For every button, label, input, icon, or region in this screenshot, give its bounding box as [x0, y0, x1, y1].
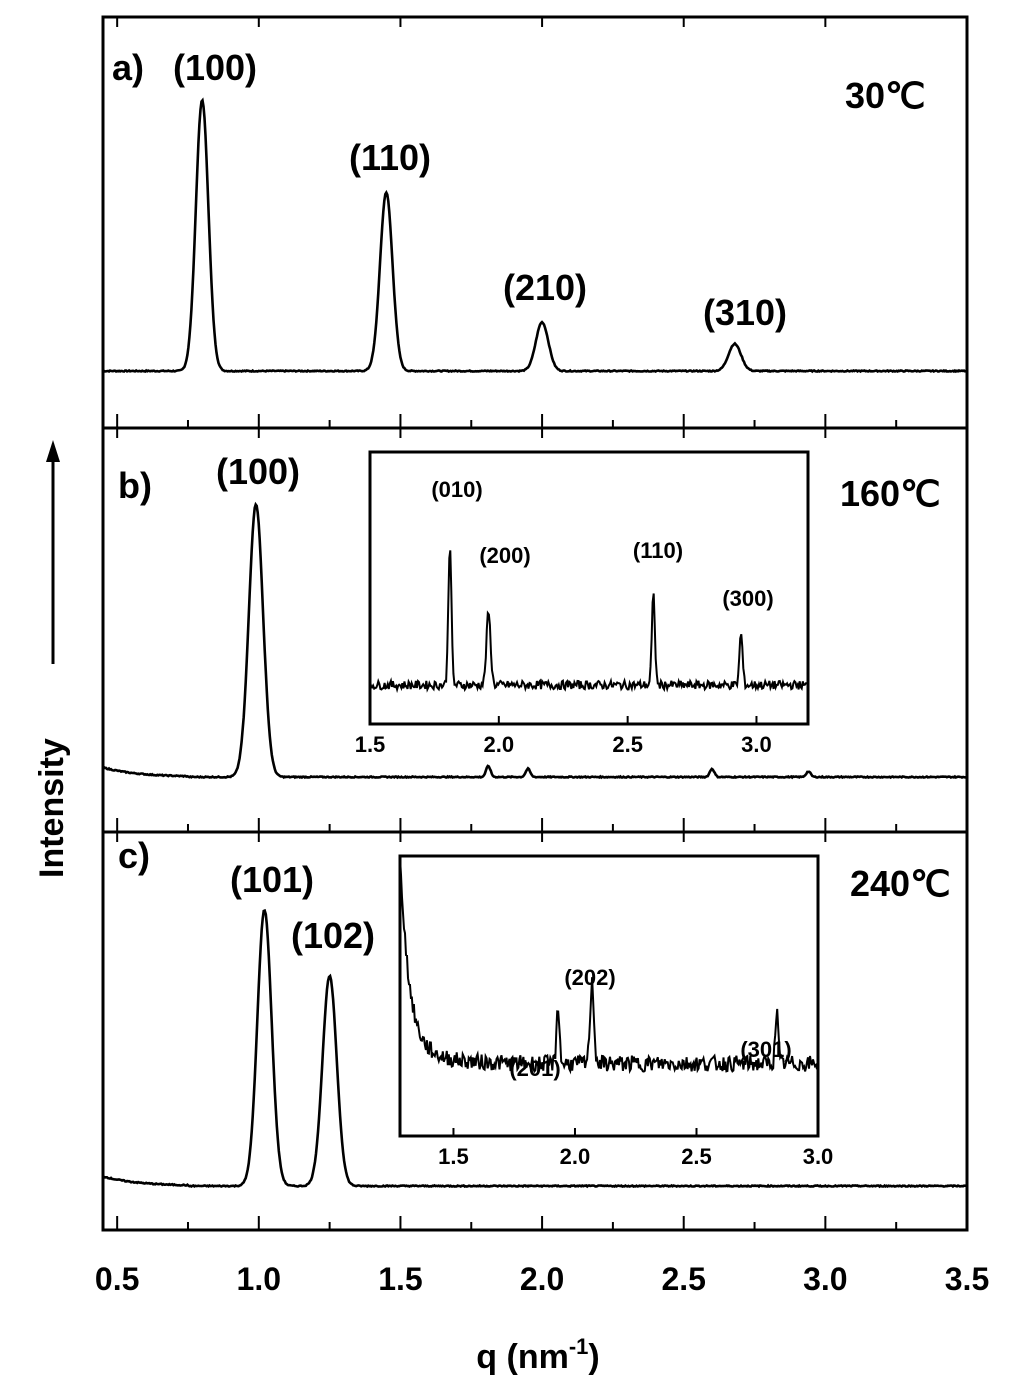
x-axis-label-main: q (nm	[476, 1338, 569, 1376]
temperature-a: 30℃	[845, 75, 925, 116]
inset-peak-label: (200)	[479, 543, 530, 568]
plot-frame	[101, 15, 969, 1232]
x-tick-label: 2.0	[520, 1261, 564, 1297]
peak-label: (101)	[230, 859, 314, 900]
peak-label: (100)	[216, 451, 300, 492]
inset-tick-label: 3.0	[803, 1144, 834, 1169]
inset-peak-label: (201)	[509, 1056, 560, 1081]
inset-peak-label: (202)	[564, 965, 615, 990]
inset-series-line-c	[399, 857, 819, 1075]
inset-tick-label: 2.0	[560, 1144, 591, 1169]
x-axis-label: q (nm-1)	[476, 1334, 599, 1376]
x-ticks-layer	[116, 17, 968, 1230]
inset-series-line-b	[369, 550, 809, 694]
inset-tick-label: 3.0	[741, 732, 772, 757]
series-line-b	[102, 501, 968, 780]
x-tick-label: 1.5	[378, 1261, 422, 1297]
temperature-b: 160℃	[840, 473, 941, 514]
peak-label: (110)	[349, 137, 431, 178]
inset-tick-label: 2.0	[484, 732, 515, 757]
peak-label: (100)	[173, 47, 257, 88]
labels-layer: 0.5 1.0 1.5 2.0 2.5 3.0 3.5 (100) (110) (210) (310…	[95, 47, 989, 1297]
temperature-c: 240℃	[850, 863, 951, 904]
series-line-a	[102, 97, 968, 374]
x-tick-label: 0.5	[95, 1261, 139, 1297]
inset-c-frame	[398, 854, 820, 1138]
inset-tick-label: 1.5	[438, 1144, 469, 1169]
x-axis-label-sup: -1	[569, 1334, 589, 1359]
peak-label: (102)	[291, 915, 375, 956]
inset-b-frame	[368, 450, 810, 726]
panel-label-c: c)	[118, 835, 150, 876]
x-axis-label-end: )	[588, 1338, 599, 1376]
inset-peak-label: (010)	[431, 477, 482, 502]
x-tick-label: 3.0	[803, 1261, 847, 1297]
panel-label-a: a)	[112, 47, 144, 88]
peak-label: (310)	[703, 292, 787, 333]
x-tick-label: 2.5	[661, 1261, 705, 1297]
x-tick-label: 1.0	[237, 1261, 281, 1297]
inset-tick-label: 2.5	[681, 1144, 712, 1169]
inset-peak-label: (300)	[722, 586, 773, 611]
intensity-arrow-head	[46, 440, 60, 462]
panel-label-b: b)	[118, 465, 152, 506]
series-line-c	[102, 908, 968, 1189]
curves-layer	[102, 97, 968, 1189]
inset-peak-label: (110)	[633, 538, 683, 563]
peak-label: (210)	[503, 267, 587, 308]
inset-tick-label: 1.5	[355, 732, 386, 757]
x-tick-label: 3.5	[945, 1261, 989, 1297]
inset-peak-label: (301)	[740, 1037, 791, 1062]
y-axis-label: Intensity	[33, 738, 71, 878]
inset-tick-label: 2.5	[612, 732, 643, 757]
